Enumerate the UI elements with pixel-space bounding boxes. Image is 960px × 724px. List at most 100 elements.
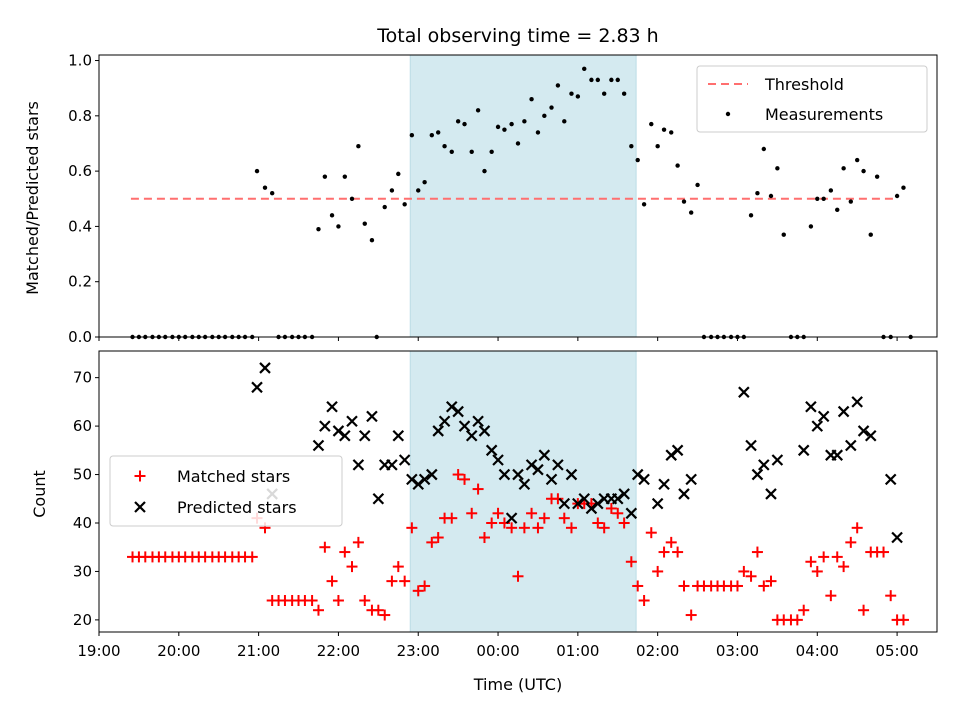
measurement-point [755, 191, 760, 196]
matched-star-point [565, 522, 577, 534]
matched-star-point [878, 546, 890, 558]
predicted-star-point [837, 405, 850, 418]
matched-star-point [592, 517, 604, 529]
matched-star-point [678, 580, 690, 592]
predicted-star-point [426, 468, 438, 481]
matched-star-point [638, 595, 650, 607]
x-tick-label: 23:00 [397, 642, 440, 660]
measurement-point [402, 202, 407, 207]
predicted-star-point [485, 444, 498, 457]
matched-star-point [246, 551, 258, 563]
matched-star-point [652, 565, 664, 577]
matched-star-point [332, 595, 344, 607]
matched-star-point [672, 546, 684, 558]
predicted-star-point [398, 454, 411, 466]
matched-star-point [306, 595, 318, 607]
matched-star-point [326, 575, 338, 587]
bottom-y-axis-label: Count [30, 470, 49, 518]
measurement-point [342, 174, 348, 179]
measurement-point [435, 130, 441, 135]
measurement-point [482, 168, 487, 174]
x-tick-label: 20:00 [157, 642, 200, 660]
chart-title: Total observing time = 2.83 h [376, 25, 658, 47]
measurement-point [382, 204, 387, 210]
matched-star-point [811, 565, 823, 577]
matched-star-point [665, 536, 677, 548]
measurement-point [835, 207, 840, 213]
measurement-point [254, 168, 260, 174]
measurement-point [748, 213, 754, 218]
matched-star-point [798, 604, 810, 616]
matched-star-point [372, 604, 384, 616]
x-tick-label: 05:00 [875, 642, 918, 660]
predicted-star-point [452, 405, 464, 418]
matched-star-point [838, 561, 850, 573]
predicted-star-point [492, 454, 504, 466]
predicted-star-point [758, 459, 770, 471]
top-legend: Threshold Measurements [696, 65, 928, 133]
predicted-star-point [386, 459, 398, 471]
measurement-point [329, 213, 335, 218]
predicted-star-point [891, 531, 903, 544]
measurement-point [675, 163, 680, 168]
bottom-y-tick-label: 20 [73, 611, 92, 629]
predicted-star-point [625, 507, 638, 520]
bottom-legend: Matched stars Predicted stars [109, 455, 343, 527]
x-tick-label: 22:00 [317, 642, 360, 660]
predicted-star-point [884, 473, 897, 486]
matched-star-point [478, 532, 490, 544]
measurement-point [854, 157, 860, 163]
measurement-point [502, 127, 507, 132]
matched-star-point [885, 590, 897, 602]
matched-star-point [399, 575, 411, 587]
predicted-star-point [458, 420, 471, 432]
measurement-point [629, 144, 634, 149]
measurement-point [768, 193, 774, 199]
matched-star-point [446, 512, 458, 524]
measurement-point [522, 119, 527, 124]
matched-star-point [825, 590, 837, 602]
matched-star-point [486, 517, 498, 529]
top-y-tick-label: 0.0 [68, 328, 92, 346]
matched-star-point [346, 561, 358, 573]
matched-star-point [466, 507, 478, 519]
measurement-point [349, 196, 355, 201]
predicted-star-point [805, 400, 817, 413]
bottom-legend-box [109, 455, 343, 527]
matched-star-point [406, 522, 418, 534]
measurement-point [542, 113, 547, 119]
measurement-point [848, 199, 854, 204]
measurement-point [462, 121, 467, 127]
top-panel: 0.0 0.2 0.4 0.6 0.8 1.0 Threshold Measurements [68, 52, 938, 346]
matched-star-point [625, 556, 637, 568]
measurement-point [815, 196, 820, 201]
measurement-point [695, 182, 700, 188]
measurement-point [615, 77, 620, 83]
top-y-axis-label: Matched/Predicted stars [23, 101, 42, 295]
predicted-star-point [512, 468, 524, 481]
matched-star-point [319, 541, 331, 553]
predicted-star-point [751, 468, 764, 481]
bottom-y-tick-label: 60 [73, 417, 92, 435]
measurement-point [808, 224, 814, 229]
measurement-point [821, 196, 826, 201]
matched-star-point [312, 604, 324, 616]
predicted-star-point [811, 420, 824, 432]
matched-star-point [745, 570, 757, 582]
matched-star-point [379, 609, 391, 621]
measurement-point [322, 174, 328, 179]
matched-star-point [897, 614, 909, 626]
predicted-star-point [685, 473, 697, 486]
predicted-star-point [671, 444, 684, 457]
predicted-star-point [358, 430, 371, 442]
measurement-point [775, 166, 780, 171]
bottom-y-tick-label: 40 [73, 514, 92, 532]
matched-star-point [731, 580, 743, 592]
measurement-point [389, 188, 395, 193]
matched-star-point [526, 507, 538, 519]
matched-star-point [632, 580, 644, 592]
predicted-star-point [797, 444, 810, 457]
predicted-stars-legend-swatch [134, 501, 146, 513]
measurement-point [475, 108, 481, 113]
